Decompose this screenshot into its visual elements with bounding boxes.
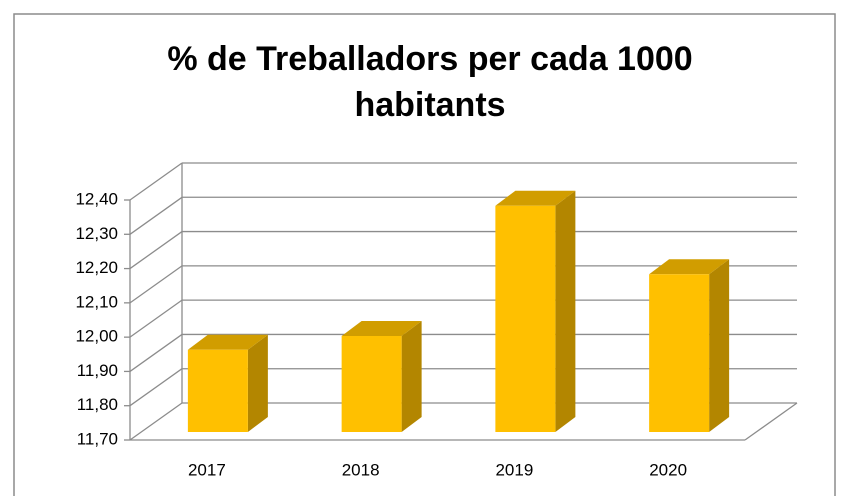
bar xyxy=(649,259,730,432)
grid-line xyxy=(129,265,183,304)
chart-border xyxy=(13,13,836,496)
y-tick-label: 12,00 xyxy=(75,327,118,346)
x-tick-label: 2019 xyxy=(495,460,533,479)
bar-top xyxy=(187,334,268,350)
x-tick-label: 2018 xyxy=(342,460,380,479)
y-tick-label: 11,80 xyxy=(77,395,118,414)
grid-line xyxy=(129,333,183,372)
bar-side xyxy=(401,321,422,432)
bar-top xyxy=(649,259,730,275)
y-tick-label: 12,30 xyxy=(75,224,118,243)
grid-line xyxy=(129,162,183,201)
y-tick-label: 11,90 xyxy=(77,361,118,380)
grid-line xyxy=(129,196,183,235)
bar-top xyxy=(341,321,422,336)
bar-front xyxy=(495,205,556,432)
x-tick-label: 2017 xyxy=(188,460,226,479)
y-tick-label: 12,20 xyxy=(75,258,118,277)
bar-front xyxy=(187,349,248,432)
bar-side xyxy=(555,190,576,432)
chart-title: % de Treballadors per cada 1000 habitant… xyxy=(167,40,693,124)
grid-line xyxy=(129,299,183,338)
bar-top xyxy=(495,190,576,206)
grid-line xyxy=(129,402,183,441)
x-tick-label: 2020 xyxy=(649,460,687,479)
bar xyxy=(187,334,268,432)
bar-side xyxy=(709,259,730,432)
floor-edge xyxy=(744,402,798,441)
bar-front xyxy=(341,336,402,432)
bar-front xyxy=(649,274,710,432)
grid-line xyxy=(129,368,183,407)
y-tick-label: 11,70 xyxy=(77,429,118,448)
y-tick-label: 12,10 xyxy=(75,292,118,311)
bar-side xyxy=(247,334,268,432)
grid-line xyxy=(129,231,183,270)
bar xyxy=(495,190,576,432)
bar xyxy=(341,321,422,432)
y-tick-label: 12,40 xyxy=(75,189,118,208)
